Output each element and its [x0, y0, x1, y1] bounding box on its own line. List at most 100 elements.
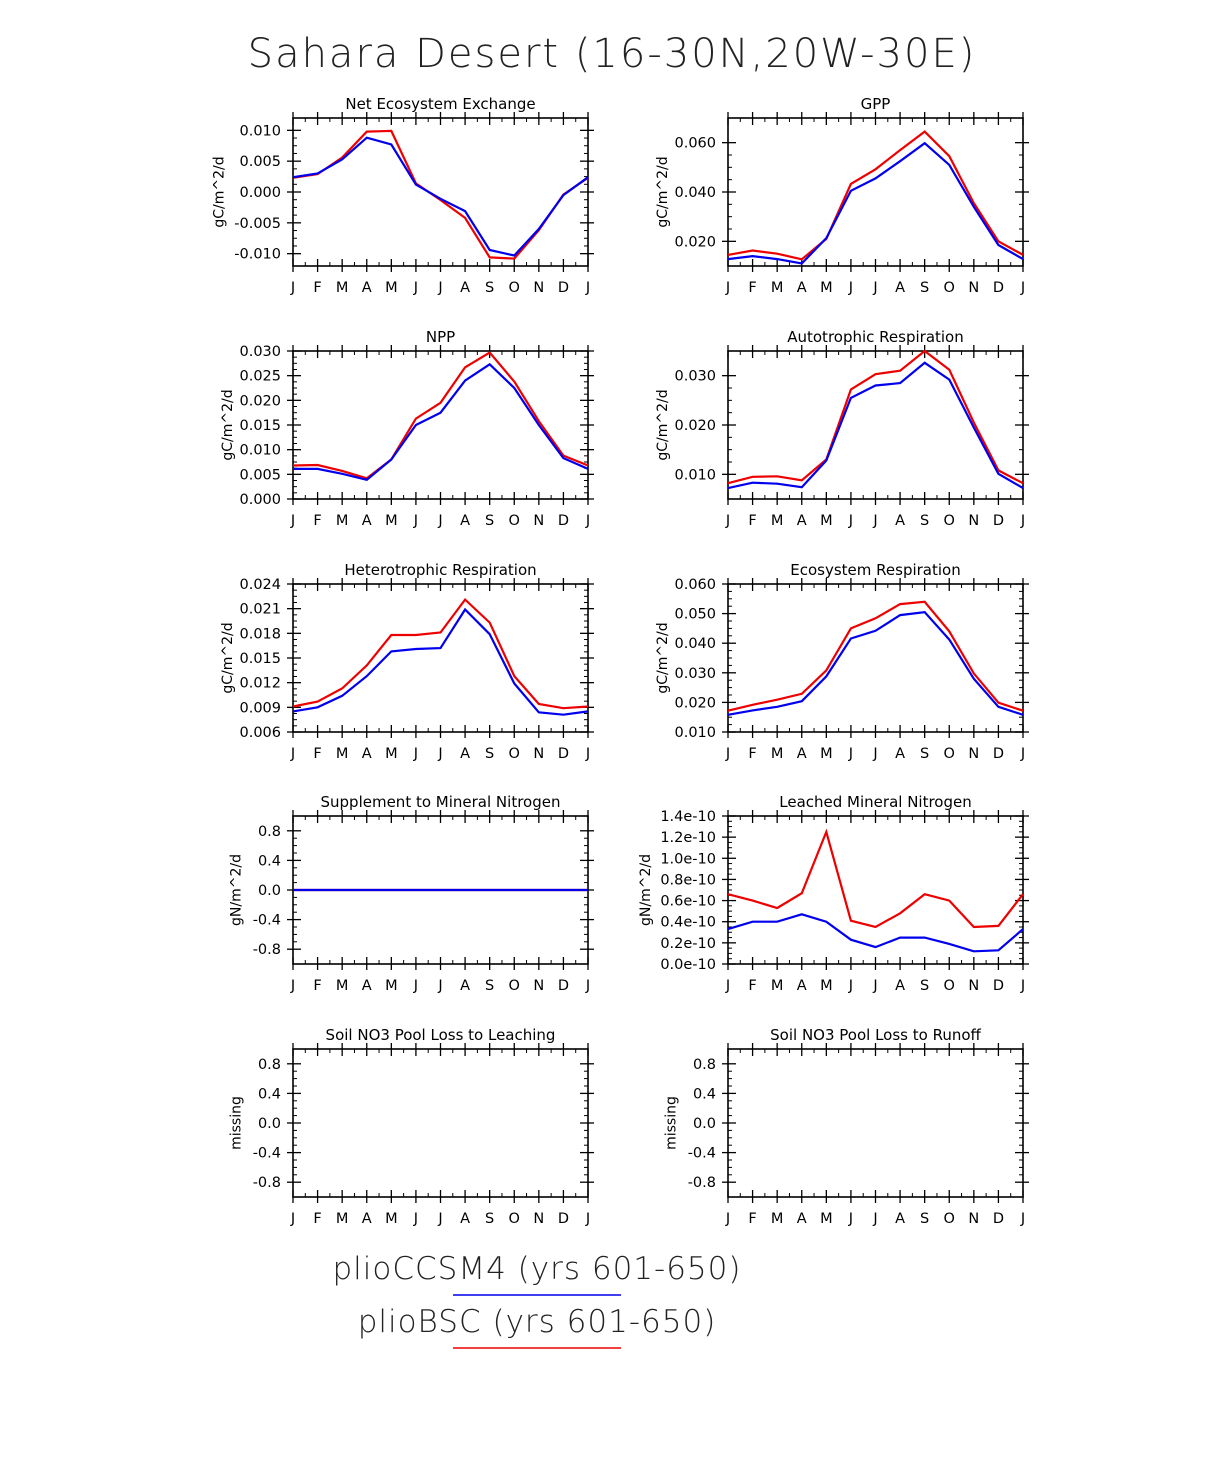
panel-soil-no3-pool-loss-to-leaching-ytick-label: -0.4: [253, 1146, 281, 1162]
panel-supplement-to-mineral-nitrogen-xtick-label: J: [437, 978, 442, 994]
panel-leached-mineral-nitrogen-xtick-label: A: [895, 978, 905, 994]
panel-net-ecosystem-exchange-xtick-label: D: [558, 280, 569, 296]
panel-supplement-to-mineral-nitrogen-ytick-label: -0.8: [253, 942, 281, 958]
panel-autotrophic-respiration-xtick-label: J: [872, 513, 877, 529]
panel-heterotrophic-respiration-series-pliobsc: [292, 597, 589, 710]
panel-soil-no3-pool-loss-to-leaching-xtick-label: J: [585, 1211, 590, 1227]
panel-npp-xtick-label: N: [533, 513, 544, 529]
panels: J F M A M J J A S O N D J-0.010-0.0050.0000.0050.010…: [211, 95, 1029, 1227]
panel-net-ecosystem-exchange-ytick-label: 0.010: [239, 123, 281, 139]
panel-npp-ytick-label: 0.010: [239, 443, 281, 459]
panel-soil-no3-pool-loss-to-runoff-xtick-label: J: [872, 1211, 877, 1227]
panel-gpp-frame: [727, 117, 1024, 267]
panel-heterotrophic-respiration-xtick-label: N: [533, 746, 544, 762]
panel-soil-no3-pool-loss-to-runoff-title: Soil NO3 Pool Loss to Runoff: [770, 1026, 981, 1044]
panel-heterotrophic-respiration-xtick-label: A: [460, 746, 470, 762]
panel-gpp-xtick-label: M: [771, 280, 784, 296]
panel-soil-no3-pool-loss-to-leaching-xtick-label: A: [362, 1211, 372, 1227]
panel-heterotrophic-respiration-xtick-label: J: [290, 746, 295, 762]
panel-ecosystem-respiration-series-pliobsc: [727, 600, 1024, 712]
panel-leached-mineral-nitrogen-ytick-label: 1.2e-10: [660, 830, 716, 846]
panel-supplement-to-mineral-nitrogen-xtick-label: A: [460, 978, 470, 994]
panel-soil-no3-pool-loss-to-leaching-xtick-label: O: [509, 1211, 520, 1227]
panel-leached-mineral-nitrogen-xtick-label: S: [920, 978, 929, 994]
panel-supplement-to-mineral-nitrogen-ytick-label: 0.4: [258, 853, 281, 869]
panel-npp-ytick-label: 0.020: [239, 393, 281, 409]
panel-soil-no3-pool-loss-to-leaching-xtick-label: M: [385, 1211, 398, 1227]
panel-ecosystem-respiration-xtick-label: J: [1020, 746, 1025, 762]
panel-soil-no3-pool-loss-to-runoff-xtick-label: J: [1020, 1211, 1025, 1227]
panel-soil-no3-pool-loss-to-runoff-xtick-label: A: [895, 1211, 905, 1227]
panel-heterotrophic-respiration-xtick-label: M: [385, 746, 398, 762]
panel-ecosystem-respiration-xtick-label: O: [944, 746, 955, 762]
panel-leached-mineral-nitrogen-ylabel: gN/m^2/d: [638, 854, 654, 926]
panel-autotrophic-respiration-xtick-label: O: [944, 513, 955, 529]
panel-npp-ylabel: gC/m^2/d: [220, 389, 236, 460]
panel-net-ecosystem-exchange-title: Net Ecosystem Exchange: [345, 95, 535, 113]
panel-autotrophic-respiration-xtick-label: F: [748, 513, 756, 529]
panel-leached-mineral-nitrogen-xtick-label: N: [968, 978, 979, 994]
panel-heterotrophic-respiration-ytick-label: 0.009: [239, 700, 281, 716]
panel-npp-xtick-label: M: [385, 513, 398, 529]
panel-soil-no3-pool-loss-to-runoff-xtick-label: M: [820, 1211, 833, 1227]
panel-heterotrophic-respiration-xtick-label: A: [362, 746, 372, 762]
panel-soil-no3-pool-loss-to-leaching-xtick-label: J: [437, 1211, 442, 1227]
panel-leached-mineral-nitrogen-ytick-label: 0.6e-10: [660, 894, 716, 910]
panel-ecosystem-respiration-frame: [727, 583, 1024, 733]
panel-npp-series-plioccsm4: [293, 362, 589, 481]
legend-label-pliobsc: plioBSC (yrs 601-650): [358, 1304, 717, 1340]
panel-gpp-series-pliobsc: [727, 130, 1024, 261]
panel-soil-no3-pool-loss-to-leaching-xtick-label: S: [485, 1211, 494, 1227]
panel-soil-no3-pool-loss-to-runoff-ytick-label: 0.8: [693, 1057, 716, 1073]
panel-net-ecosystem-exchange-xtick-label: A: [362, 280, 372, 296]
panel-ecosystem-respiration: J F M A M J J A S O N D J0.0100.0200.0300.0400.0500.…: [655, 561, 1029, 762]
figure-title: Sahara Desert (16-30N,20W-30E): [248, 31, 977, 77]
panel-leached-mineral-nitrogen-xtick-label: J: [848, 978, 853, 994]
panel-ecosystem-respiration-xtick-label: A: [895, 746, 905, 762]
panel-soil-no3-pool-loss-to-runoff-xtick-label: F: [748, 1211, 756, 1227]
panel-net-ecosystem-exchange-xtick-label: O: [509, 280, 520, 296]
panel-npp-ytick-label: 0.030: [239, 344, 281, 360]
panel-leached-mineral-nitrogen-ytick-label: 1.0e-10: [660, 851, 716, 867]
panel-leached-mineral-nitrogen-ytick-label: 0.8e-10: [660, 872, 716, 888]
panel-ecosystem-respiration-xtick-label: S: [920, 746, 929, 762]
panel-npp-series-pliobsc: [292, 351, 589, 480]
panel-autotrophic-respiration-xtick-label: M: [771, 513, 784, 529]
panel-supplement-to-mineral-nitrogen-title: Supplement to Mineral Nitrogen: [321, 793, 561, 811]
panel-npp-xtick-label: D: [558, 513, 569, 529]
panel-supplement-to-mineral-nitrogen-xtick-label: O: [509, 978, 520, 994]
panel-soil-no3-pool-loss-to-runoff-ytick-label: 0.4: [693, 1086, 716, 1102]
panel-heterotrophic-respiration-xtick-label: D: [558, 746, 569, 762]
panel-autotrophic-respiration-xtick-label: A: [797, 513, 807, 529]
panel-net-ecosystem-exchange-xtick-label: M: [336, 280, 349, 296]
panel-ecosystem-respiration-ytick-label: 0.040: [674, 636, 716, 652]
panel-autotrophic-respiration-xtick-label: J: [848, 513, 853, 529]
panel-net-ecosystem-exchange-xtick-label: J: [437, 280, 442, 296]
panel-ecosystem-respiration-xtick-label: D: [993, 746, 1004, 762]
panel-leached-mineral-nitrogen-ytick-label: 0.4e-10: [660, 915, 716, 931]
panel-npp-xtick-label: J: [585, 513, 590, 529]
panel-heterotrophic-respiration-xtick-label: J: [437, 746, 442, 762]
panel-leached-mineral-nitrogen-xtick-label: J: [725, 978, 730, 994]
panel-net-ecosystem-exchange: J F M A M J J A S O N D J-0.010-0.0050.0000.0050.010…: [211, 95, 594, 296]
panel-gpp-ytick-label: 0.060: [674, 136, 716, 152]
panel-gpp-xtick-label: O: [944, 280, 955, 296]
panel-leached-mineral-nitrogen-ytick-label: 0.0e-10: [660, 957, 716, 973]
panel-gpp-xtick-label: J: [848, 280, 853, 296]
panel-gpp-xtick-label: J: [1020, 280, 1025, 296]
panel-heterotrophic-respiration-ytick-label: 0.015: [239, 651, 281, 667]
panel-supplement-to-mineral-nitrogen-ytick-label: 0.8: [258, 824, 281, 840]
panel-net-ecosystem-exchange-series-plioccsm4: [292, 136, 589, 257]
panel-soil-no3-pool-loss-to-leaching-xtick-label: F: [313, 1211, 321, 1227]
panel-ecosystem-respiration-xtick-label: J: [725, 746, 730, 762]
panel-net-ecosystem-exchange-xtick-label: N: [533, 280, 544, 296]
panel-supplement-to-mineral-nitrogen-xtick-label: M: [385, 978, 398, 994]
panel-heterotrophic-respiration-frame: [292, 583, 589, 733]
panel-ecosystem-respiration-xtick-label: J: [872, 746, 877, 762]
panel-npp-frame: [292, 350, 589, 500]
panel-ecosystem-respiration-ytick-label: 0.050: [674, 607, 716, 623]
panel-autotrophic-respiration-xtick-label: N: [968, 513, 979, 529]
panel-net-ecosystem-exchange-ytick-label: -0.005: [234, 216, 281, 232]
